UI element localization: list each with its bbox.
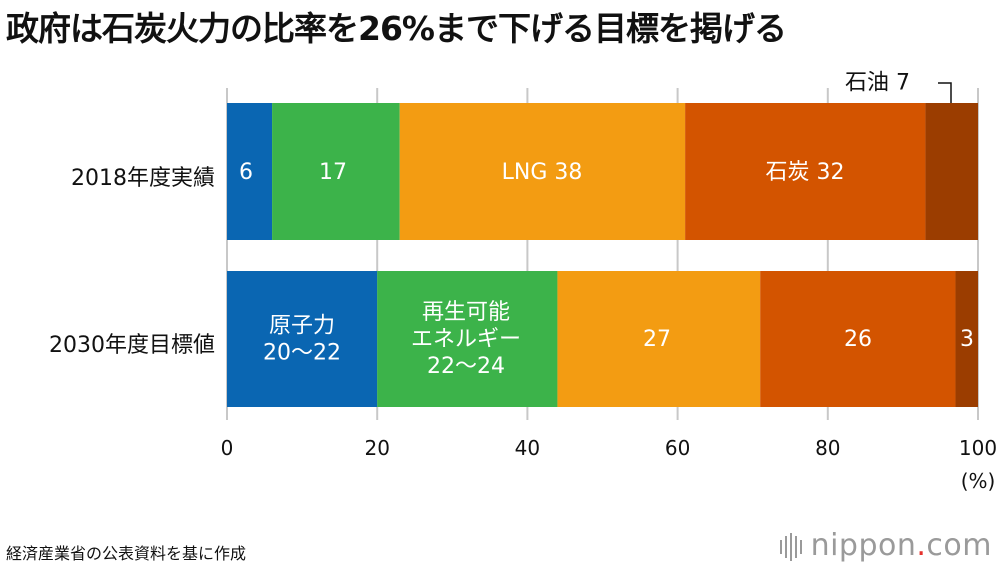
x-tick-label-60: 60 xyxy=(665,436,690,460)
data-label-2018-series-2: LNG 38 xyxy=(502,160,583,185)
bar-2018-series-0 xyxy=(227,103,273,240)
data-label-2018-series-0: 6 xyxy=(239,160,253,185)
x-tick-label-20: 20 xyxy=(364,436,389,460)
bar-2030-series-2 xyxy=(557,271,761,407)
x-tick-label-100: 100 xyxy=(959,436,997,460)
bar-2018-series-3 xyxy=(685,103,926,240)
brand-dot: . xyxy=(916,528,927,563)
bar-2030-series-1 xyxy=(377,271,558,407)
brand-tld: com xyxy=(926,528,992,563)
brand-logo: nippon.com xyxy=(779,528,992,563)
x-axis-unit-label: (%) xyxy=(961,469,996,493)
data-label-2030-series-3: 26 xyxy=(844,327,872,352)
brand-name: nippon xyxy=(810,528,917,563)
source-note: 経済産業省の公表資料を基に作成 xyxy=(6,544,247,563)
oil-callout-leader xyxy=(938,82,952,103)
logo-bars-icon xyxy=(779,528,805,563)
bar-2030-series-4 xyxy=(955,271,978,407)
x-tick-label-40: 40 xyxy=(515,436,540,460)
oil-callout-label: 石油 7 xyxy=(845,71,910,96)
chart-title: 政府は石炭火力の比率を26%まで下げる目標を掲げる xyxy=(6,9,787,48)
data-label-2030-series-1: 再生可能エネルギー 22～24 xyxy=(411,300,521,379)
data-label-2030-series-0: 原子力 20～22 xyxy=(263,313,341,365)
category-label-2018: 2018年度実績 xyxy=(71,166,215,191)
x-tick-label-0: 0 xyxy=(221,436,234,460)
bar-2018-series-1 xyxy=(272,103,400,240)
data-label-2030-series-2: 27 xyxy=(643,327,671,352)
data-label-2018-series-3: 石炭 32 xyxy=(766,160,845,185)
data-label-2030-series-4: 3 xyxy=(960,327,974,352)
bar-2018-series-2 xyxy=(399,103,686,240)
data-label-2018-series-1: 17 xyxy=(319,160,347,185)
bar-2030-series-3 xyxy=(760,271,956,407)
x-tick-label-80: 80 xyxy=(815,436,840,460)
category-label-2030: 2030年度目標値 xyxy=(49,333,215,358)
bar-2030-series-0 xyxy=(227,271,378,407)
bar-2018-series-4 xyxy=(925,103,978,240)
